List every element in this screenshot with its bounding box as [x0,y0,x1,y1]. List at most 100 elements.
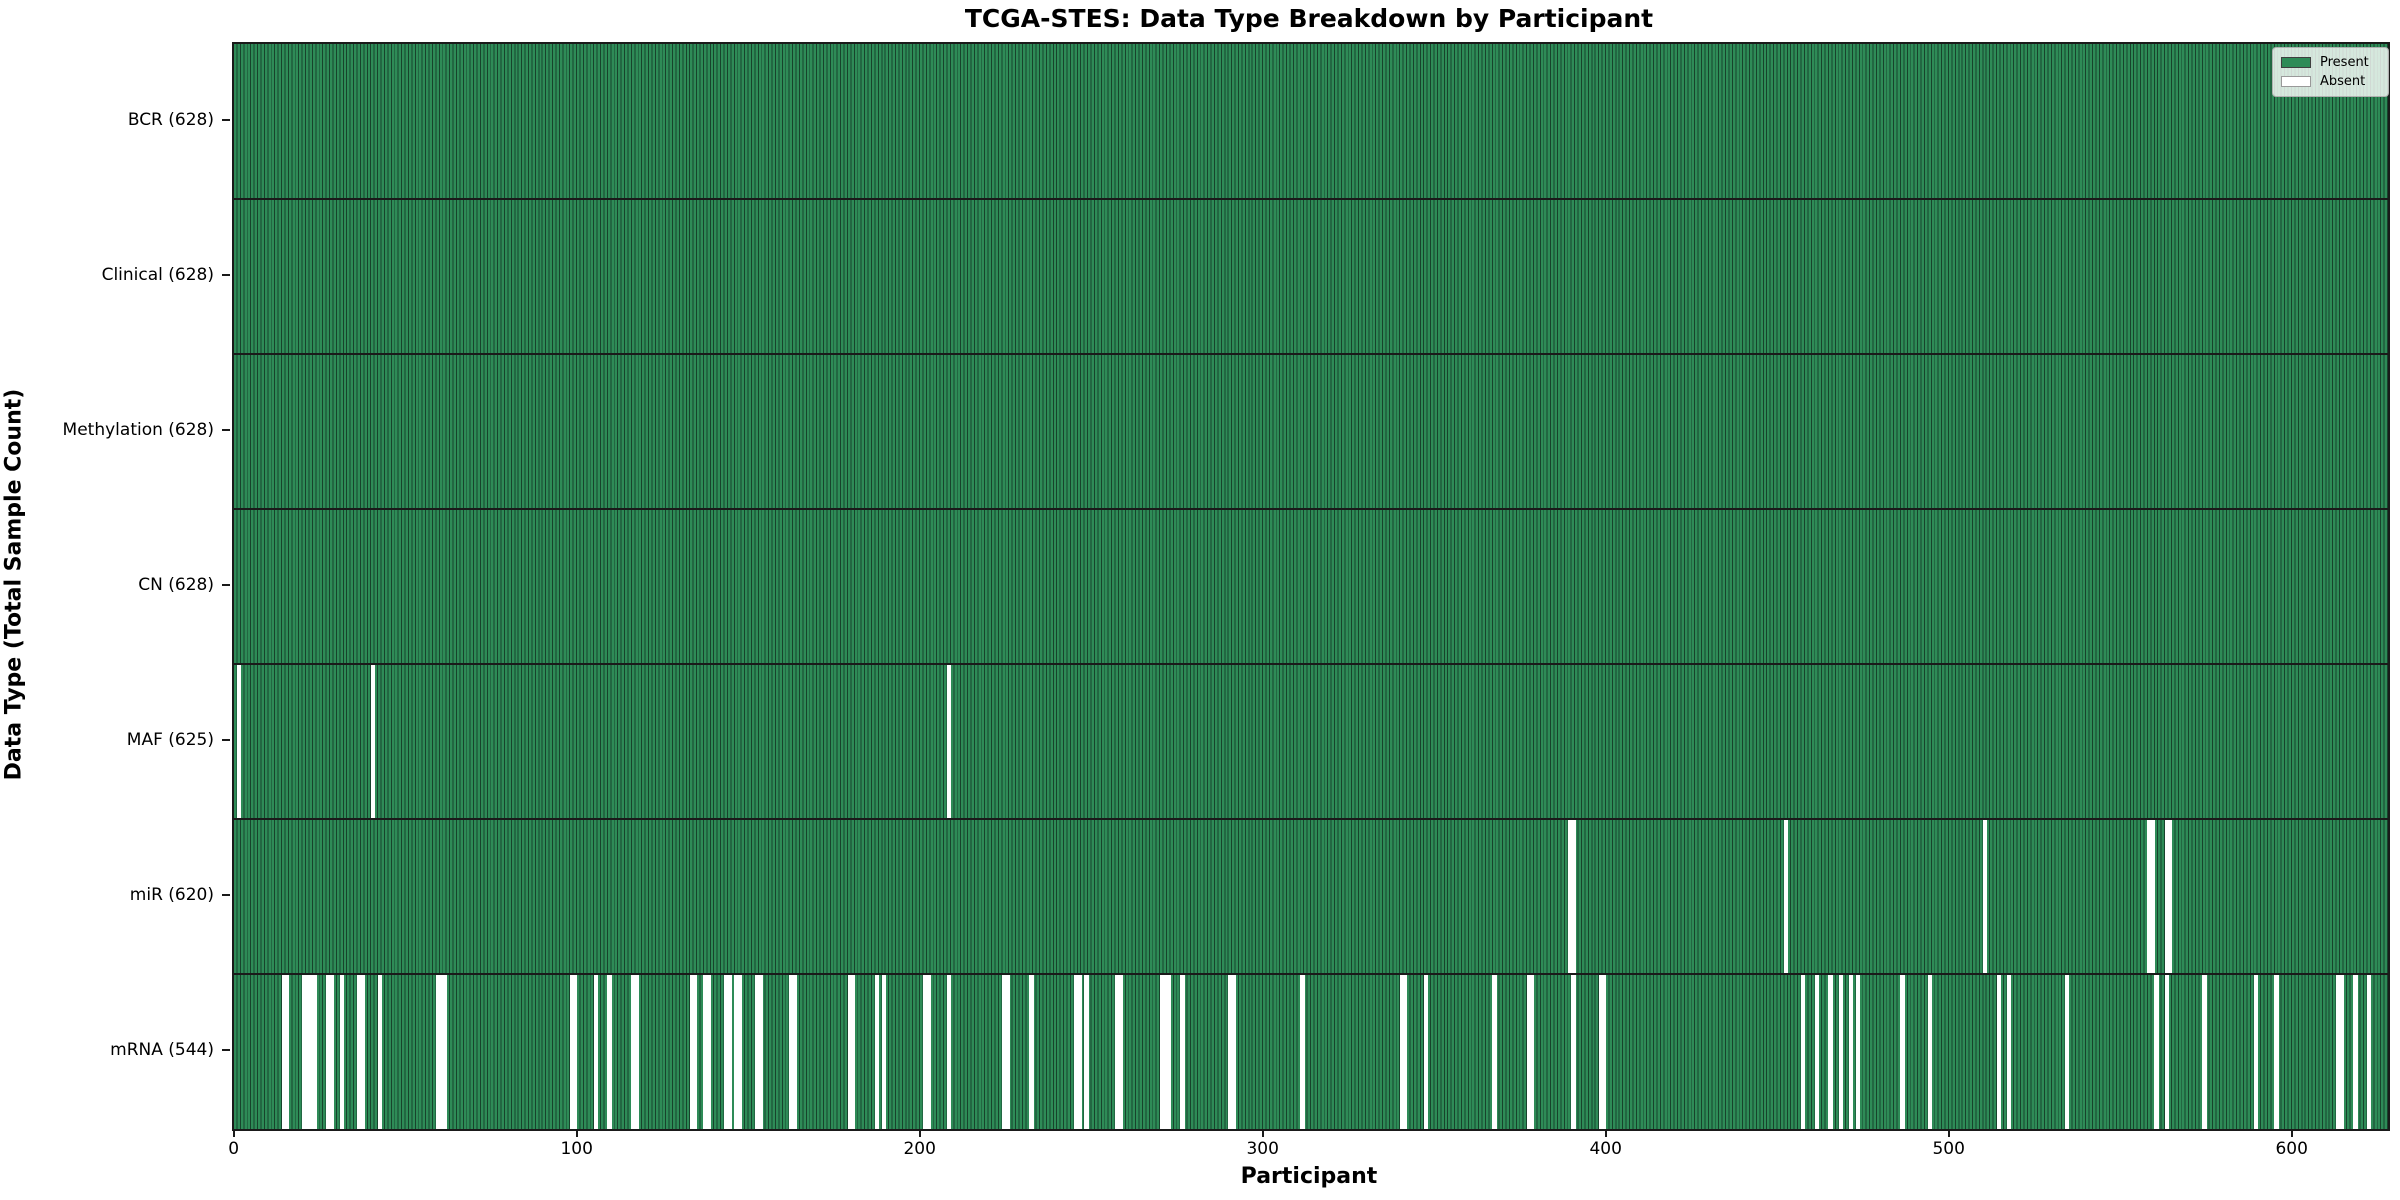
x-tick-label-200: 200 [903,1139,936,1159]
row-divider [234,198,2388,200]
absent-mark [1801,974,1806,1129]
absent-mark [631,974,636,1129]
absent-mark [1598,974,1603,1129]
x-tick-label-600: 600 [2275,1139,2308,1159]
x-tick-label-0: 0 [228,1139,240,1159]
absent-mark [737,974,743,1129]
absent-mark [1084,974,1089,1129]
absent-mark [754,974,760,1129]
absent-mark [326,974,331,1129]
absent-mark [435,974,441,1129]
absent-mark [1982,819,1988,974]
absent-mark [1180,974,1185,1129]
absent-mark [850,974,856,1129]
chart-title: TCGA-STES: Data Type Breakdown by Partic… [964,4,1654,33]
absent-mark [634,974,640,1129]
absent-mark [1166,974,1171,1129]
absent-mark [1163,974,1168,1129]
legend-entry-absent: Absent [2281,72,2380,91]
absent-mark [1077,974,1082,1129]
absent-mark [357,974,362,1129]
absent-mark [874,974,880,1129]
absent-mark [2339,974,2344,1129]
absent-mark [1849,974,1854,1129]
row-divider [234,973,2388,975]
y-tick-mark [222,428,230,431]
absent-mark [847,974,852,1129]
x-tick-mark [1947,1129,1950,1137]
y-tick-mark [222,273,230,276]
absent-mark [922,974,928,1129]
absent-mark [1029,974,1034,1129]
absent-mark [360,974,365,1129]
x-tick-label-400: 400 [1589,1139,1622,1159]
y-tick-label-Methylation: Methylation (628) [62,419,214,440]
present-swatch-icon [2281,57,2311,68]
absent-mark [1927,974,1933,1129]
absent-mark [329,974,334,1129]
absent-mark [1115,974,1120,1129]
row-mRNA [234,974,2388,1129]
absent-mark [442,974,448,1129]
absent-mark [1602,974,1607,1129]
absent-mark [2274,974,2279,1129]
x-tick-mark [918,1129,921,1137]
absent-mark [706,974,712,1129]
x-tick-mark [575,1129,578,1137]
row-MAF [234,664,2388,819]
absent-mark [1814,974,1820,1129]
absent-mark [693,974,698,1129]
absent-mark [734,974,739,1129]
legend-label-absent: Absent [2320,74,2366,89]
absent-mark [569,974,574,1129]
absent-mark [2150,819,2156,974]
y-tick-mark [222,118,230,121]
row-Methylation [234,354,2388,509]
absent-mark [2336,974,2341,1129]
absent-mark [1492,974,1497,1129]
absent-mark [1567,819,1573,974]
absent-mark [1828,974,1833,1129]
y-tick-mark [222,1048,230,1051]
x-axis-label: Participant [1240,1164,1378,1189]
absent-mark [1838,974,1844,1129]
absent-mark [607,974,612,1129]
absent-mark [758,974,763,1129]
y-tick-mark [222,583,230,586]
absent-mark [1783,819,1789,974]
x-tick-label-100: 100 [560,1139,593,1159]
absent-mark [1571,974,1576,1129]
absent-mark [2147,819,2152,974]
y-tick-label-mRNA: mRNA (544) [110,1039,214,1060]
absent-mark [1526,974,1531,1129]
absent-mark [1530,974,1535,1129]
absent-mark [789,974,794,1129]
legend: Present Absent [2272,47,2389,97]
absent-mark [339,974,345,1129]
absent-mark [312,974,317,1129]
absent-mark [593,974,599,1129]
absent-mark [881,974,887,1129]
x-tick-mark [2290,1129,2293,1137]
absent-mark [727,974,732,1129]
x-tick-mark [1261,1129,1264,1137]
absent-mark [2154,974,2159,1129]
row-BCR [234,44,2388,199]
absent-swatch-icon [2281,76,2311,87]
absent-mark [1159,974,1164,1129]
absent-mark [236,664,242,819]
y-tick-mark [222,738,230,741]
y-tick-label-CN: CN (628) [138,574,214,595]
absent-mark [309,974,314,1129]
row-CN [234,509,2388,664]
absent-mark [946,664,952,819]
absent-mark [689,974,695,1129]
absent-mark [703,974,708,1129]
absent-mark [281,974,286,1129]
absent-mark [573,974,578,1129]
absent-mark [792,974,797,1129]
absent-mark [370,664,376,819]
y-tick-label-BCR: BCR (628) [127,109,214,130]
absent-mark [2366,974,2372,1129]
y-tick-mark [222,893,230,896]
